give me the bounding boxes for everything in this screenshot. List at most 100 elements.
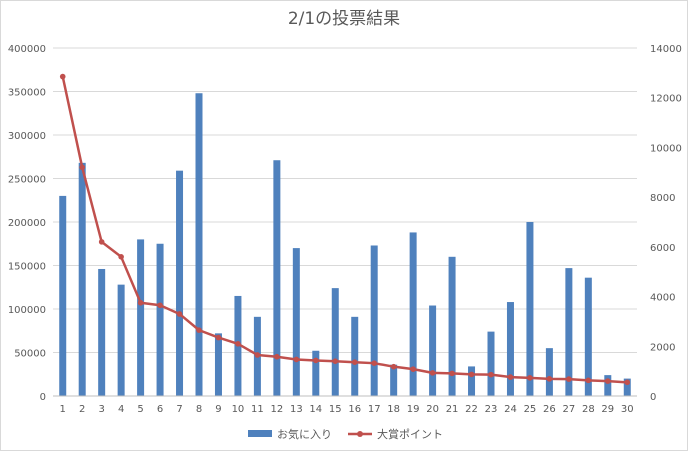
line-point [585, 377, 592, 384]
bar [273, 160, 281, 396]
line-point [624, 379, 631, 386]
x-axis-tick-label: 27 [562, 404, 575, 415]
line-point [196, 327, 202, 333]
bar [117, 284, 125, 396]
x-axis-tick-label: 10 [232, 404, 245, 415]
x-axis-tick-label: 5 [137, 404, 143, 415]
line-point [332, 358, 339, 365]
left-axis-ticks: 0 50000 100000 150000 200000 250000 300000 3500… [8, 44, 46, 403]
bar-series [59, 93, 631, 397]
x-axis-tick-label: 3 [98, 404, 104, 415]
line-point [468, 371, 475, 378]
bar [584, 277, 592, 396]
bar [331, 288, 339, 396]
x-axis-tick-label: 26 [543, 404, 556, 415]
bar [468, 366, 476, 396]
line-point [429, 370, 436, 376]
x-axis-tick-label: 14 [309, 404, 322, 415]
legend: お気に入り 大賞ポイント [248, 427, 443, 441]
bar [623, 378, 631, 396]
bar [292, 248, 300, 396]
line-point [118, 254, 124, 260]
x-axis-tick-label: 29 [601, 404, 614, 415]
left-axis-tick-label: 50000 [14, 349, 46, 360]
legend-marker-points [357, 431, 363, 437]
line-point [293, 356, 300, 363]
right-axis-tick-label: 0 [650, 392, 656, 403]
x-axis-tick-label: 2 [79, 404, 85, 415]
line-point [546, 376, 553, 382]
bar [604, 375, 612, 396]
bar [409, 232, 417, 396]
left-axis-tick-label: 200000 [8, 218, 46, 229]
bar [526, 222, 534, 396]
x-axis-tick-label: 23 [485, 404, 498, 415]
bar [370, 245, 378, 396]
right-axis-tick-label: 10000 [650, 143, 682, 154]
line-point [235, 341, 241, 347]
x-axis-tick-label: 25 [524, 404, 537, 415]
left-axis-tick-label: 300000 [8, 131, 46, 142]
x-axis-tick-label: 13 [290, 404, 303, 415]
bar [195, 93, 203, 397]
bar [448, 256, 456, 396]
x-axis-tick-label: 11 [251, 404, 264, 415]
bar [312, 350, 320, 396]
x-axis-tick-label: 22 [465, 404, 478, 415]
bar [487, 331, 495, 396]
line-point [176, 311, 183, 317]
x-axis-tick-label: 12 [270, 404, 283, 415]
line-point [98, 239, 105, 245]
line-point [449, 370, 455, 377]
x-axis-tick-label: 24 [504, 404, 517, 415]
line-point [254, 352, 261, 358]
line-point [137, 299, 144, 306]
right-axis-tick-label: 4000 [650, 293, 675, 304]
bar [156, 243, 164, 396]
right-axis-tick-label: 6000 [650, 243, 675, 254]
line-point [59, 73, 66, 80]
x-axis-tick-label: 30 [621, 404, 634, 415]
left-axis-tick-label: 150000 [8, 262, 46, 273]
left-axis-tick-label: 100000 [8, 305, 46, 316]
x-axis-tick-label: 7 [176, 404, 182, 415]
x-axis-tick-label: 4 [118, 404, 124, 415]
right-axis-tick-label: 8000 [650, 193, 675, 204]
x-axis-tick-label: 15 [329, 404, 342, 415]
line-point [507, 374, 514, 380]
right-axis-tick-label: 14000 [650, 44, 682, 55]
legend-label-points: 大賞ポイント [377, 427, 443, 441]
left-axis-tick-label: 0 [40, 392, 46, 403]
chart-title: 2/1の投票結果 [288, 9, 400, 29]
x-axis-tick-label: 6 [157, 404, 163, 415]
x-axis-tick-label: 18 [387, 404, 400, 415]
bar [214, 333, 222, 396]
x-axis-tick-label: 19 [407, 404, 420, 415]
x-axis-tick-label: 17 [368, 404, 381, 415]
line-point [527, 375, 533, 381]
legend-label-favorites: お気に入り [277, 427, 332, 441]
bar [176, 170, 184, 396]
x-axis-tick-label: 16 [348, 404, 361, 415]
bar [545, 348, 553, 396]
bar [98, 268, 106, 396]
bar [565, 268, 573, 396]
right-axis-tick-label: 2000 [650, 342, 675, 353]
x-axis-tick-label: 21 [446, 404, 459, 415]
line-point [371, 360, 378, 366]
x-axis-tick-label: 28 [582, 404, 595, 415]
line-point [605, 378, 611, 384]
bar [429, 305, 437, 396]
bar [390, 364, 398, 396]
line-point [215, 334, 222, 341]
line-point [157, 302, 163, 309]
x-axis-ticks: 1 2 3 4 5 6 7 8 9 10 11 12 13 14 15 16 17 18 19 20 21 22 23 24 2… [53, 395, 637, 415]
x-axis-tick-label: 1 [60, 404, 66, 415]
line-point [313, 357, 319, 364]
line-point [351, 359, 358, 365]
x-axis-tick-label: 20 [426, 404, 439, 415]
right-axis-ticks: 0 2000 4000 6000 8000 10000 12000 14000 [650, 44, 682, 403]
legend-swatch-favorites [248, 430, 272, 437]
